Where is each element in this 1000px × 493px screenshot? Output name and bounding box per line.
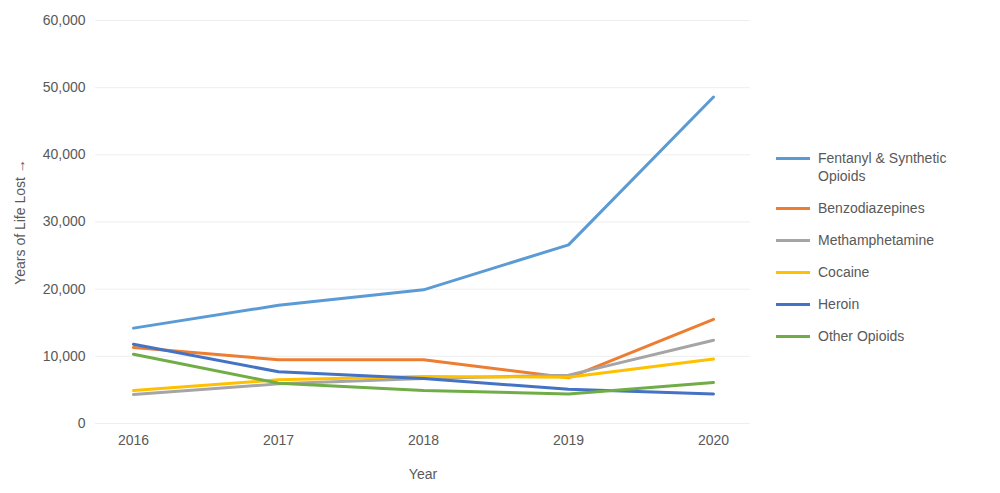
svg-text:10,000: 10,000 — [43, 348, 86, 364]
svg-text:60,000: 60,000 — [43, 12, 86, 28]
svg-text:20,000: 20,000 — [43, 281, 86, 297]
html-text:Benzodiazepines: Benzodiazepines — [818, 199, 925, 216]
svg-text:Years of Life Lost →: Years of Life Lost → — [12, 159, 28, 285]
svg-text:2017: 2017 — [263, 432, 294, 448]
svg-text:40,000: 40,000 — [43, 146, 86, 162]
svg-text:2020: 2020 — [698, 432, 729, 448]
html-text:Methamphetamine: Methamphetamine — [818, 231, 934, 248]
html-text:Heroin: Heroin — [818, 295, 860, 312]
svg-text:0: 0 — [78, 415, 86, 431]
svg-text:30,000: 30,000 — [43, 213, 86, 229]
html-text:Cocaine: Cocaine — [818, 263, 870, 280]
svg-text:2016: 2016 — [118, 432, 149, 448]
svg-text:2019: 2019 — [553, 432, 584, 448]
svg-text:2018: 2018 — [408, 432, 439, 448]
html-text:Other Opioids: Other Opioids — [818, 327, 905, 344]
svg-text:50,000: 50,000 — [43, 79, 86, 95]
svg-text:Year: Year — [409, 466, 438, 482]
html-text:Fentanyl & Synthetic Opioids: Fentanyl & Synthetic Opioids — [818, 149, 947, 184]
